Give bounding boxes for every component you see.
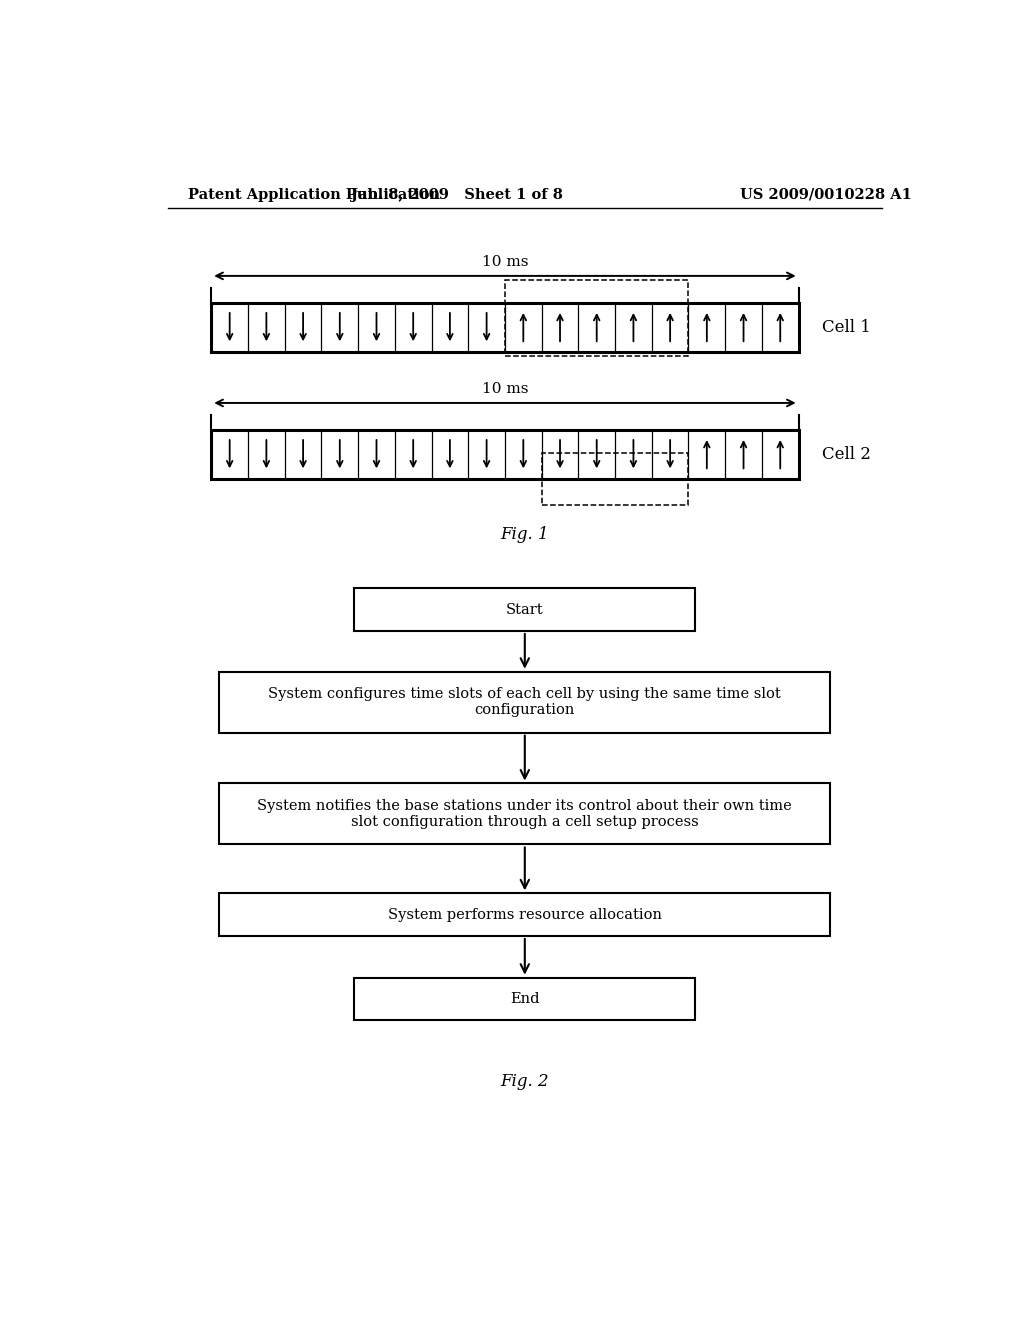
Text: Cell 2: Cell 2 — [822, 446, 871, 463]
Text: 10 ms: 10 ms — [481, 381, 528, 396]
Text: US 2009/0010228 A1: US 2009/0010228 A1 — [740, 187, 912, 202]
Bar — [542, 453, 688, 506]
Bar — [211, 302, 799, 351]
Text: Fig. 2: Fig. 2 — [501, 1073, 549, 1090]
Bar — [505, 280, 688, 355]
Bar — [219, 894, 830, 936]
Bar — [211, 430, 799, 479]
Text: Jan. 8, 2009   Sheet 1 of 8: Jan. 8, 2009 Sheet 1 of 8 — [351, 187, 563, 202]
Text: Cell 1: Cell 1 — [822, 318, 871, 335]
Bar — [354, 978, 695, 1020]
Text: System configures time slots of each cell by using the same time slot
configurat: System configures time slots of each cel… — [268, 688, 781, 717]
Text: Fig. 1: Fig. 1 — [501, 525, 549, 543]
Text: End: End — [510, 991, 540, 1006]
Bar — [219, 784, 830, 845]
Text: System performs resource allocation: System performs resource allocation — [388, 908, 662, 921]
Text: 10 ms: 10 ms — [481, 255, 528, 268]
Text: Patent Application Publication: Patent Application Publication — [187, 187, 439, 202]
Bar — [219, 672, 830, 733]
Text: Start: Start — [506, 603, 544, 616]
Text: System notifies the base stations under its control about their own time
slot co: System notifies the base stations under … — [257, 799, 793, 829]
Bar — [354, 589, 695, 631]
